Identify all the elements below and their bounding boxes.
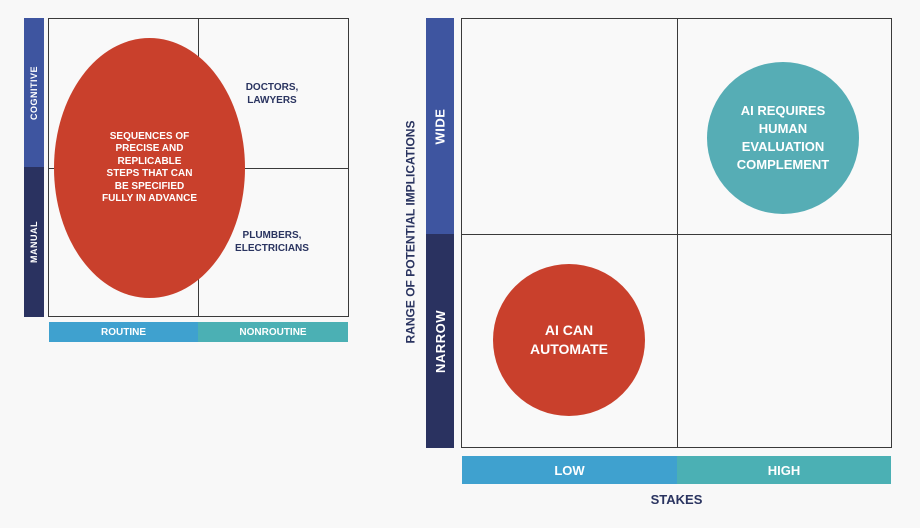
left-x-band-routine: ROUTINE — [49, 322, 198, 342]
left-ellipse-text: SEQUENCES OF PRECISE AND REPLICABLE STEP… — [101, 130, 197, 205]
right-ai-automate-circle: AI CAN AUTOMATE — [493, 264, 645, 416]
right-x-band-low: LOW — [462, 456, 677, 484]
left-y-band-manual: MANUAL — [24, 167, 44, 317]
left-top-right-label: DOCTORS, LAWYERS — [245, 82, 299, 106]
left-matrix: COGNITIVE MANUAL SEQUENCES OF PRECISE AN… — [24, 18, 350, 344]
right-y-axis-title: RANGE OF POTENTIAL IMPLICATIONS — [403, 120, 418, 344]
left-x-band-nonroutine-label: NONROUTINE — [239, 326, 307, 338]
left-bottom-right-label: PLUMBERS, ELECTRICIANS — [235, 230, 309, 254]
right-grid-vertical-divider — [677, 19, 678, 447]
left-y-band-manual-label: MANUAL — [29, 221, 39, 263]
right-x-band-low-label: LOW — [554, 462, 585, 478]
right-human-evaluation-circle: AI REQUIRES HUMAN EVALUATION COMPLEMENT — [707, 62, 859, 214]
right-x-band-high-label: HIGH — [767, 462, 801, 478]
right-y-band-narrow: NARROW — [426, 234, 454, 448]
left-x-band-routine-label: ROUTINE — [101, 326, 146, 338]
right-y-band-wide: WIDE — [426, 18, 454, 234]
right-matrix: RANGE OF POTENTIAL IMPLICATIONS WIDE NAR… — [398, 16, 894, 512]
left-y-band-cognitive: COGNITIVE — [24, 18, 44, 167]
left-routine-ellipse: SEQUENCES OF PRECISE AND REPLICABLE STEP… — [54, 38, 245, 298]
right-ai-automate-text: AI CAN AUTOMATE — [529, 322, 609, 357]
right-x-axis-title: STAKES — [650, 491, 703, 507]
right-y-band-narrow-label: NARROW — [432, 309, 448, 373]
left-y-band-cognitive-label: COGNITIVE — [29, 65, 40, 120]
right-y-axis-title-wrap: RANGE OF POTENTIAL IMPLICATIONS — [398, 16, 422, 448]
right-x-band-high: HIGH — [677, 456, 891, 484]
right-grid-horizontal-divider — [462, 234, 891, 235]
right-y-band-wide-label: WIDE — [432, 108, 448, 144]
right-x-axis-title-wrap: STAKES — [462, 490, 891, 508]
left-x-band-nonroutine: NONROUTINE — [198, 322, 348, 342]
right-human-evaluation-text: AI REQUIRES HUMAN EVALUATION COMPLEMENT — [736, 103, 830, 172]
